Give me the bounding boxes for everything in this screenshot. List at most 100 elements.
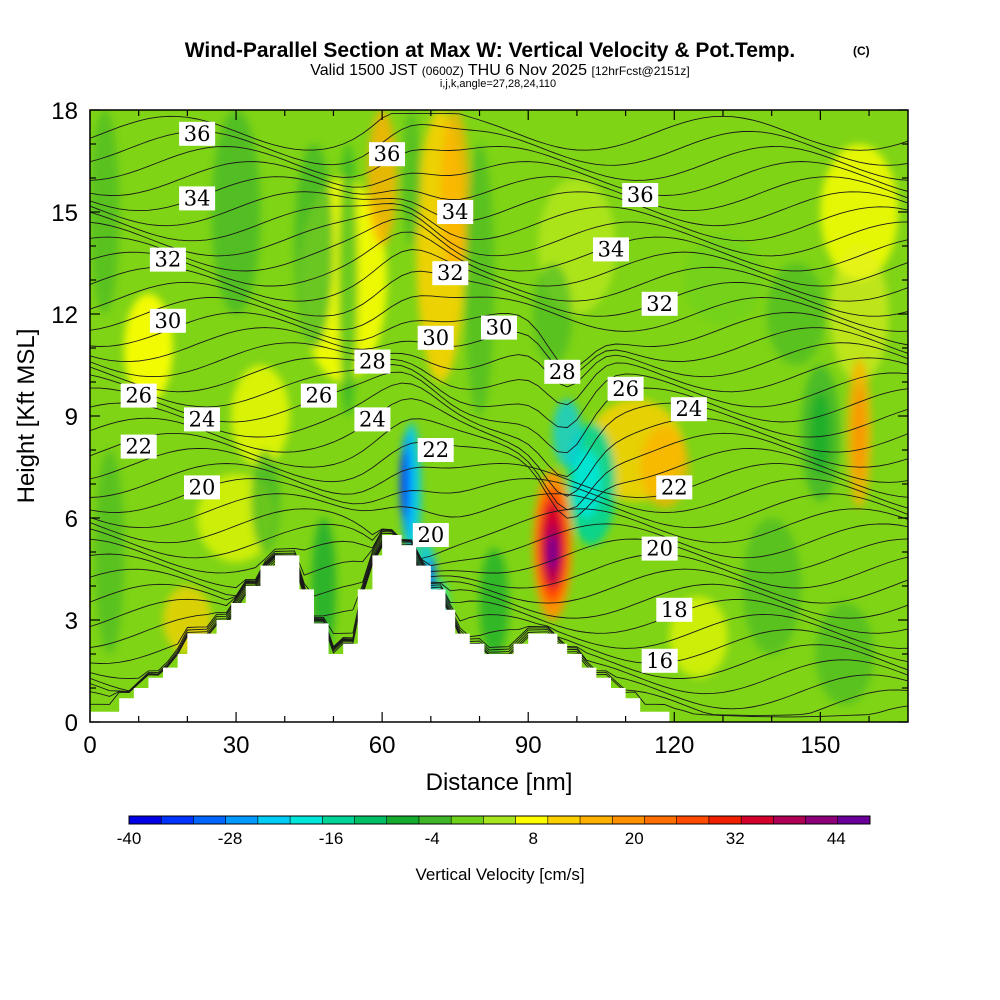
colorbar-swatch <box>322 816 356 824</box>
velocity-cell <box>766 263 826 365</box>
contour-label: 24 <box>183 407 220 432</box>
contour-label: 34 <box>437 200 474 224</box>
contour-label: 36 <box>179 121 216 146</box>
contour-label: 34 <box>592 237 629 262</box>
contour-label-box <box>300 383 337 408</box>
contour-line <box>90 270 908 317</box>
contour-label-text: 20 <box>646 537 673 561</box>
contour-labels: 36 36 36 34 34 34 32 32 32 30 30 30 28 28 26 26 26 24 24 24… <box>120 121 707 673</box>
contour-line <box>90 543 908 680</box>
velocity-cell <box>231 365 290 467</box>
contour-label: 20 <box>183 475 220 500</box>
contour-line <box>90 364 908 429</box>
contour-line <box>90 191 908 227</box>
velocity-cell <box>401 110 422 246</box>
x-tick-label: 90 <box>515 732 542 759</box>
colorbar-swatch <box>805 816 839 824</box>
contour-label-box <box>183 475 220 500</box>
x-tick-label: 0 <box>83 732 96 759</box>
contour-label-box <box>149 247 186 272</box>
colorbar-swatch <box>225 816 259 824</box>
contour-label-box <box>179 186 216 211</box>
velocity-cell <box>250 450 280 552</box>
y-tick-label: 9 <box>65 404 78 431</box>
subtitle-zulu: (0600Z) <box>422 64 464 78</box>
contour-label-box <box>369 142 406 167</box>
y-tick-label: 3 <box>65 608 78 635</box>
contour-label: 22 <box>656 475 693 500</box>
contour-line <box>90 441 908 519</box>
contour-line <box>90 123 908 166</box>
contour-label-text: 30 <box>422 326 449 350</box>
plot-area <box>90 110 908 722</box>
colorbar-swatch <box>644 816 678 824</box>
colorbar-swatch <box>708 816 742 824</box>
x-tick-label: 120 <box>654 732 694 759</box>
contour-label-box <box>354 407 391 432</box>
contour-label-text: 30 <box>486 316 513 340</box>
contour-label-box <box>179 121 216 146</box>
contour-line <box>90 544 908 695</box>
contour-label: 16 <box>641 648 678 673</box>
contour-label-text: 32 <box>155 248 182 272</box>
contour-line <box>90 537 908 635</box>
contour-label-box <box>641 536 678 561</box>
contour-label-box <box>641 648 678 673</box>
velocity-cell <box>830 246 889 382</box>
contour-line <box>90 231 908 287</box>
velocity-cell <box>820 144 899 280</box>
colorbar-swatch <box>483 816 517 824</box>
contour-line <box>90 295 908 332</box>
contour-label-text: 26 <box>612 377 639 401</box>
contour-label-box <box>641 291 678 316</box>
colorbar-swatch <box>418 816 452 824</box>
colorbar-tick-label: -28 <box>218 829 243 848</box>
contour-line <box>90 529 908 574</box>
x-axis-title: Distance [nm] <box>426 769 573 796</box>
contour-label-text: 26 <box>125 384 152 408</box>
contour-label: 28 <box>544 359 581 384</box>
terrain-mask <box>90 535 908 722</box>
contour-label-text: 22 <box>661 475 688 499</box>
contour-line <box>90 531 908 589</box>
contour-line <box>90 478 908 514</box>
contour-label-text: 24 <box>359 407 386 431</box>
contour-line <box>90 112 908 151</box>
contour-label-text: 34 <box>442 200 469 224</box>
velocity-cell <box>440 110 470 280</box>
contour-label: 30 <box>149 308 186 333</box>
contour-label-box <box>120 383 157 408</box>
contour-label: 20 <box>412 523 449 547</box>
contour-label: 28 <box>354 349 391 374</box>
contour-line <box>90 209 908 257</box>
y-tick-label: 0 <box>65 710 78 737</box>
colorbar-frame <box>128 815 871 825</box>
contour-line <box>90 382 908 478</box>
contour-line <box>90 218 908 272</box>
contour-label: 22 <box>120 434 157 459</box>
colorbar-tick-label: -16 <box>319 829 344 848</box>
velocity-cell <box>294 144 334 348</box>
y-tick-label: 15 <box>51 200 78 227</box>
colorbar-swatch <box>386 816 420 824</box>
contour-line <box>90 357 908 406</box>
contour-label: 18 <box>656 597 693 622</box>
contour-line <box>90 203 908 242</box>
colorbar-swatch <box>451 816 484 824</box>
contour-label-box <box>481 315 517 340</box>
colorbar-swatch <box>547 816 581 824</box>
contour-line <box>90 532 908 604</box>
velocity-cell <box>533 263 573 365</box>
velocity-cell <box>94 450 125 654</box>
contour-label-box <box>656 475 693 500</box>
y-axis-title: Height [Kft MSL] <box>13 329 40 504</box>
velocity-cell <box>742 518 801 654</box>
contour-line <box>90 523 908 567</box>
y-tick-label: 18 <box>51 98 78 125</box>
contour-label-box <box>437 200 474 224</box>
contour-label-box <box>354 349 391 374</box>
colorbar-tick-label: 8 <box>528 829 537 848</box>
velocity-cell <box>548 535 557 569</box>
